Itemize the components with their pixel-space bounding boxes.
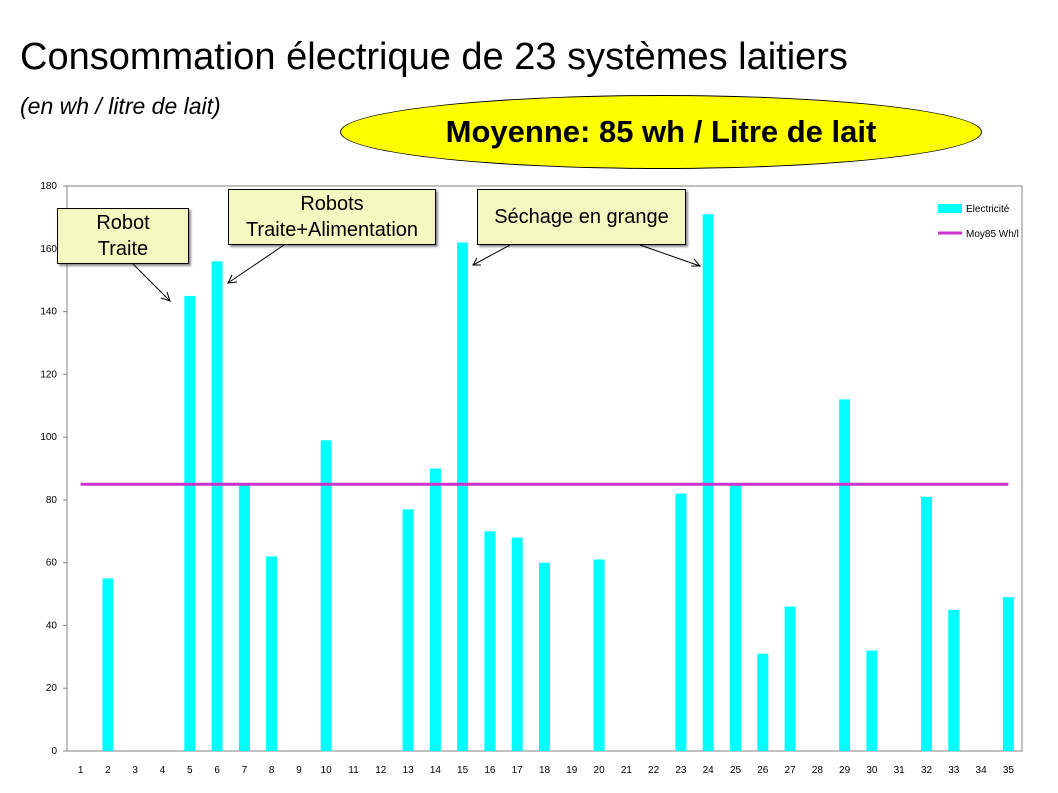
bar-13 [402, 509, 414, 751]
legend-swatch-electricite [938, 204, 962, 213]
y-tick-label: 160 [40, 244, 57, 255]
x-tick-label: 25 [730, 765, 742, 776]
x-tick-label: 7 [242, 765, 248, 776]
bar-25 [730, 484, 741, 751]
x-tick-label: 20 [594, 765, 606, 776]
x-tick-label: 26 [757, 765, 769, 776]
y-tick-label: 100 [40, 432, 57, 443]
x-tick-label: 1 [78, 765, 84, 776]
x-tick-label: 5 [187, 765, 193, 776]
x-tick-label: 21 [621, 765, 633, 776]
bar-30 [866, 650, 878, 751]
x-tick-label: 32 [921, 765, 933, 776]
x-tick-label: 31 [894, 765, 906, 776]
bar-8 [266, 556, 278, 751]
y-tick-label: 180 [40, 181, 57, 192]
bar-27 [784, 606, 796, 751]
y-tick-label: 60 [46, 558, 58, 569]
x-tick-label: 35 [1003, 765, 1015, 776]
bar-23 [675, 493, 687, 751]
y-tick-label: 40 [46, 620, 58, 631]
x-tick-label: 29 [839, 765, 851, 776]
x-tick-label: 15 [457, 765, 469, 776]
callout-robot-traite: Robot Traite [57, 208, 189, 264]
legend-label-electricite: Electricité [966, 204, 1010, 215]
x-tick-label: 9 [296, 765, 302, 776]
bar-20 [593, 559, 605, 751]
bar-35 [1002, 597, 1014, 751]
callout-robots-line2: Traite+Alimentation [245, 219, 419, 241]
callout-robot-traite-line2: Traite [97, 238, 149, 260]
bar-26 [757, 653, 769, 751]
callout-robots-traite-alimentation: Robots Traite+Alimentation [228, 189, 436, 245]
x-tick-label: 16 [484, 765, 496, 776]
chart-subtitle: (en wh / litre de lait) [20, 93, 221, 119]
x-tick-label: 14 [430, 765, 442, 776]
y-tick-label: 120 [40, 369, 57, 380]
x-tick-label: 27 [785, 765, 797, 776]
bar-14 [429, 468, 441, 751]
x-tick-label: 17 [512, 765, 524, 776]
x-tick-label: 28 [812, 765, 824, 776]
x-tick-label: 4 [160, 765, 166, 776]
x-tick-label: 10 [321, 765, 333, 776]
x-tick-label: 19 [566, 765, 578, 776]
bar-2 [102, 578, 114, 751]
x-tick-label: 8 [269, 765, 275, 776]
bar-17 [511, 537, 523, 751]
y-tick-label: 140 [40, 307, 57, 318]
average-note: Moyenne: 85 wh / Litre de lait [445, 114, 877, 149]
bar-32 [921, 496, 932, 752]
legend: Electricité Moy85 Wh/l [938, 204, 1019, 240]
bar-5 [184, 295, 196, 751]
callout-robot-traite-line1: Robot [96, 212, 150, 234]
x-tick-label: 2 [105, 765, 111, 776]
bar-16 [484, 531, 496, 751]
x-tick-label: 34 [976, 765, 988, 776]
x-tick-label: 18 [539, 765, 551, 776]
legend-label-moyenne: Moy85 Wh/l [966, 229, 1019, 240]
callout-sechage-en-grange: Séchage en grange [477, 189, 686, 245]
bar-15 [457, 242, 469, 751]
callout-robots-line1: Robots [300, 193, 364, 215]
bar-29 [839, 399, 851, 751]
y-tick-label: 20 [46, 683, 58, 694]
x-tick-label: 13 [403, 765, 415, 776]
bar-6 [211, 261, 223, 751]
callout-arrows [132, 244, 702, 302]
x-tick-label: 12 [375, 765, 387, 776]
x-tick-label: 6 [214, 765, 220, 776]
bar-18 [539, 562, 550, 751]
callout-sechage-line1: Séchage en grange [494, 206, 669, 228]
y-tick-label: 0 [51, 746, 57, 757]
bar-7 [238, 484, 250, 751]
x-tick-label: 30 [866, 765, 878, 776]
bar-33 [948, 609, 960, 752]
chart-title: Consommation électrique de 23 systèmes l… [20, 36, 848, 78]
y-tick-label: 80 [46, 495, 58, 506]
x-tick-label: 24 [703, 765, 715, 776]
bar-10 [320, 440, 332, 752]
average-oval: Moyenne: 85 wh / Litre de lait [340, 95, 982, 169]
x-tick-label: 33 [948, 765, 960, 776]
x-tick-label: 3 [132, 765, 138, 776]
x-tick-label: 22 [648, 765, 660, 776]
x-tick-label: 23 [675, 765, 687, 776]
x-tick-label: 11 [348, 765, 359, 776]
